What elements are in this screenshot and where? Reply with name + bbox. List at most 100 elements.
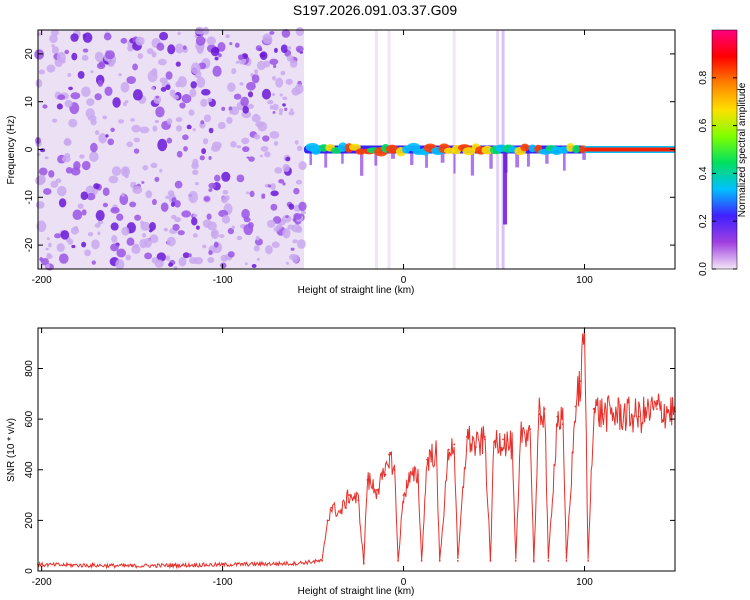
noise-blob: [165, 255, 171, 261]
noise-blob: [286, 55, 294, 62]
noise-blob: [182, 45, 187, 50]
noise-blob: [202, 26, 210, 35]
noise-blob: [160, 202, 169, 212]
noise-blob: [195, 26, 205, 35]
noise-blob: [297, 239, 306, 249]
noise-blob: [272, 110, 276, 114]
noise-blob: [151, 257, 159, 264]
noise-blob: [196, 225, 200, 230]
noise-blob: [270, 183, 276, 191]
noise-blob: [64, 99, 73, 108]
noise-blob: [188, 253, 192, 258]
noise-blob: [104, 86, 113, 97]
noise-blob: [181, 94, 192, 104]
noise-blob: [176, 150, 183, 158]
noise-blob: [231, 225, 235, 230]
noise-blob: [273, 47, 278, 53]
noise-blob: [203, 114, 212, 123]
noise-blob: [58, 198, 67, 208]
noise-blob: [202, 244, 207, 249]
noise-blob: [295, 225, 303, 234]
noise-blob: [240, 96, 249, 107]
noise-blob: [221, 106, 226, 111]
noise-blob: [110, 207, 120, 214]
noise-blob: [282, 228, 291, 239]
noise-blob: [90, 142, 98, 153]
noise-blob: [165, 71, 173, 80]
noise-blob: [190, 62, 201, 75]
chart-title: S197.2026.091.03.37.G09: [292, 2, 458, 18]
snr-chart: -200 -100 0 100 0 200 400 600 800 Height of stra…: [6, 327, 676, 597]
noise-blob: [49, 34, 58, 44]
noise-blob: [179, 102, 186, 109]
noise-blob: [56, 51, 66, 63]
noise-blob: [139, 238, 148, 249]
snr-data-point: [447, 448, 450, 451]
noise-blob: [77, 70, 85, 79]
y-tick-label: 800: [24, 360, 35, 377]
noise-blob: [189, 88, 197, 98]
spectrogram-x-axis-label: Height of straight line (km): [298, 285, 415, 296]
colorbar-tick-label: 0.4: [698, 166, 709, 180]
x-tick-label: 0: [401, 275, 407, 286]
noise-blob: [141, 232, 147, 238]
snr-data-point: [393, 468, 396, 471]
noise-blob: [70, 167, 81, 176]
y-tick-label: 400: [24, 461, 35, 478]
noise-blob: [282, 96, 288, 101]
noise-blob: [80, 191, 89, 201]
noise-blob: [251, 114, 261, 123]
noise-blob: [35, 201, 45, 209]
noise-blob: [241, 208, 250, 219]
noise-blob: [298, 161, 307, 171]
snr-data-point: [565, 559, 568, 562]
noise-blob: [294, 140, 299, 145]
noise-blob: [229, 42, 233, 46]
noise-blob: [70, 226, 80, 235]
snr-data-point: [502, 438, 504, 441]
noise-blob: [300, 210, 306, 215]
noise-blob: [192, 169, 199, 176]
noise-blob: [175, 125, 182, 132]
noise-blob: [155, 95, 159, 99]
y-tick-label: 200: [24, 512, 35, 529]
noise-blob: [134, 214, 142, 221]
y-tick-label: 20: [24, 48, 35, 60]
noise-blob: [285, 78, 293, 85]
noise-blob: [194, 182, 199, 186]
noise-blob: [188, 109, 195, 116]
noise-blob: [157, 58, 167, 66]
noise-blob: [293, 187, 300, 195]
track-burst: [410, 152, 414, 166]
noise-blob: [282, 163, 290, 172]
noise-blob: [87, 232, 94, 237]
noise-blob: [149, 222, 156, 231]
noise-blob: [247, 103, 254, 109]
noise-blob: [296, 48, 301, 53]
noise-blob: [139, 126, 150, 134]
noise-blob: [71, 244, 76, 249]
noise-blob: [51, 44, 55, 48]
noise-blob: [90, 119, 97, 126]
noise-blob: [207, 256, 215, 264]
noise-blob: [40, 257, 50, 266]
noise-blob: [152, 125, 158, 132]
noise-blob: [175, 81, 181, 88]
x-tick-label: -200: [32, 275, 52, 286]
noise-blob: [64, 49, 70, 55]
snr-data-point: [357, 499, 360, 502]
track-burst: [391, 152, 395, 159]
noise-blob: [214, 56, 219, 61]
noise-blob: [122, 101, 127, 107]
noise-blob: [126, 76, 137, 84]
snr-y-axis-label: SNR (10 * v/v): [6, 418, 17, 482]
noise-blob: [292, 239, 298, 244]
x-tick-label: -200: [32, 577, 52, 588]
noise-blob: [265, 245, 273, 255]
noise-blob: [172, 94, 180, 100]
noise-blob: [175, 117, 183, 123]
noise-blob: [256, 257, 260, 261]
snr-data-point: [520, 430, 523, 433]
noise-blob: [234, 42, 240, 48]
